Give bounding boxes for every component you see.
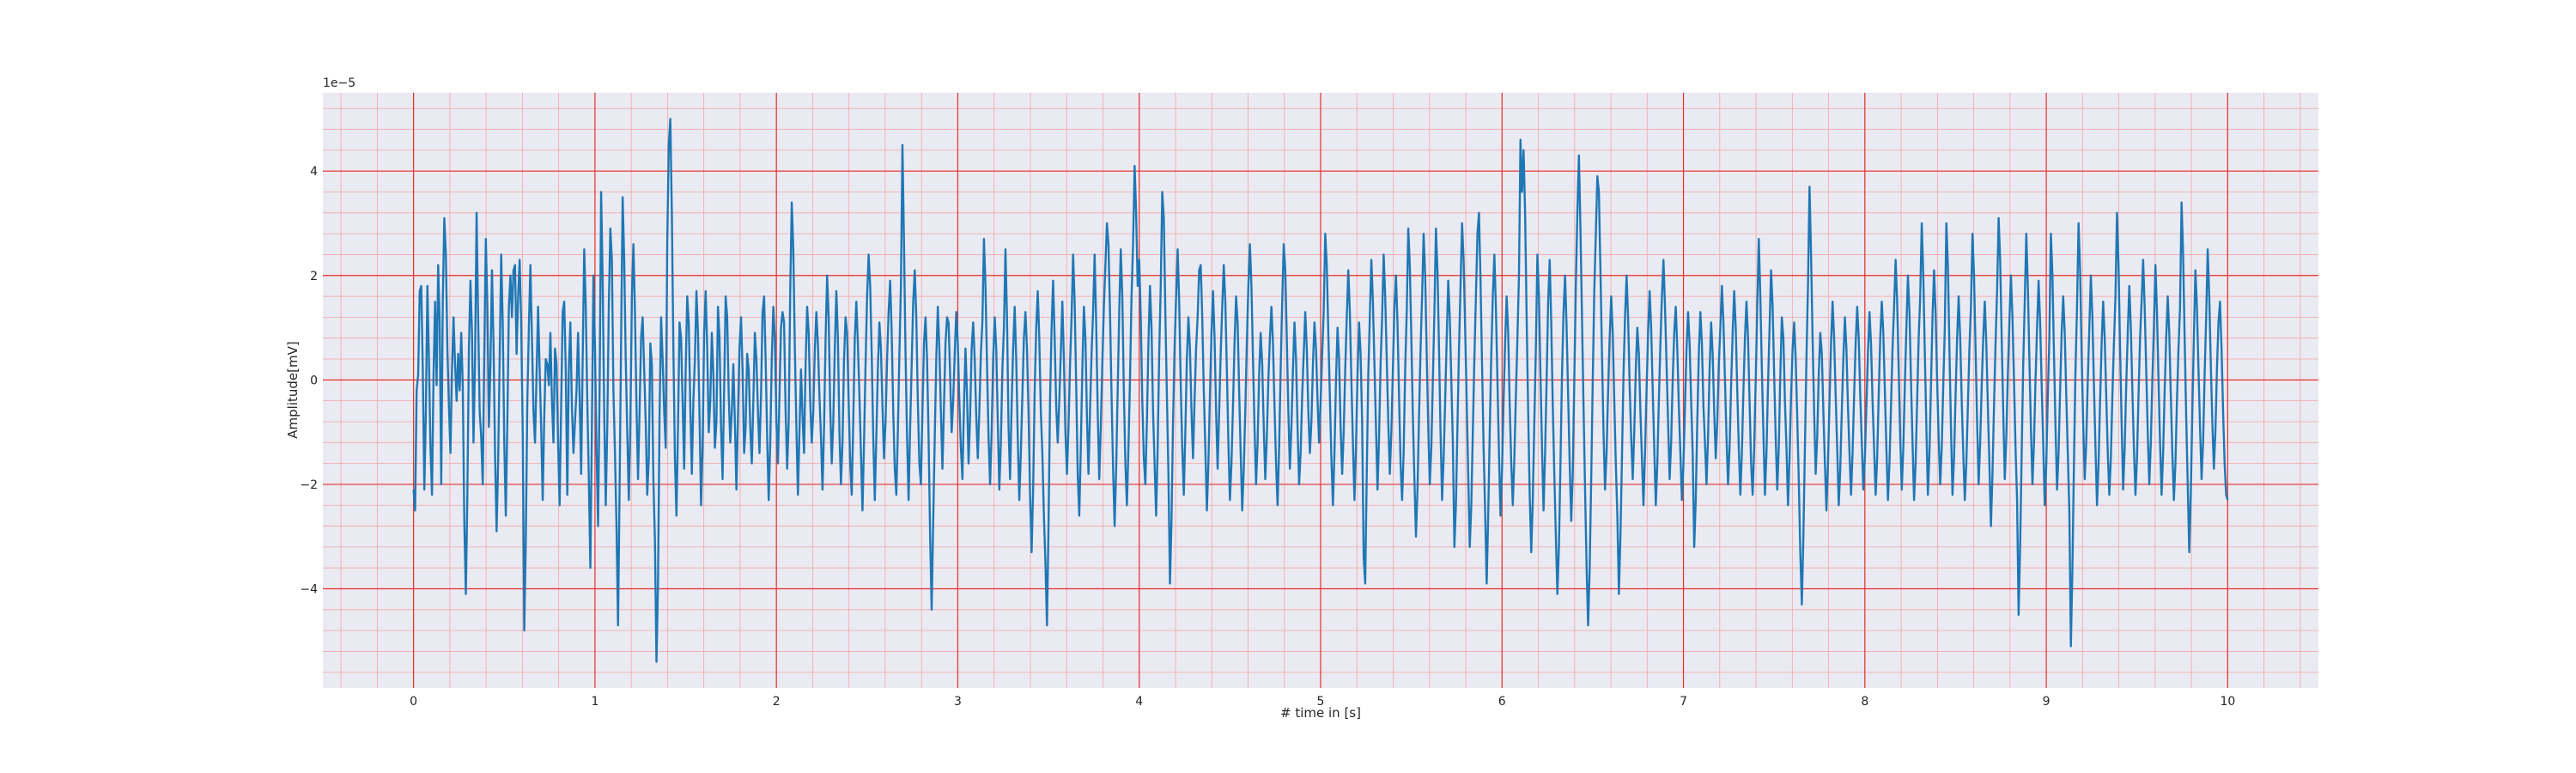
y-axis-label: Amplitude[mV] bbox=[285, 341, 301, 438]
y-tick-label: −2 bbox=[300, 478, 318, 492]
x-tick-label: 3 bbox=[954, 695, 962, 709]
x-tick-label: 10 bbox=[2220, 695, 2235, 709]
y-tick-label: 2 bbox=[310, 270, 318, 283]
x-tick-label: 8 bbox=[1861, 695, 1868, 709]
y-offset-label: 1e−5 bbox=[323, 76, 355, 90]
x-axis-ticks: 0 1 2 3 4 5 6 7 8 9 10 bbox=[410, 695, 2235, 709]
series-line bbox=[412, 118, 2229, 663]
x-tick-label: 2 bbox=[773, 695, 781, 709]
x-tick-label: 7 bbox=[1680, 695, 1687, 709]
y-tick-label: 4 bbox=[310, 165, 318, 179]
x-tick-label: 9 bbox=[2043, 695, 2050, 709]
x-axis-label: # time in [s] bbox=[1280, 705, 1361, 721]
y-axis-ticks: −4 −2 0 2 4 bbox=[300, 165, 318, 596]
x-tick-label: 4 bbox=[1135, 695, 1143, 709]
x-tick-label: 6 bbox=[1498, 695, 1506, 709]
y-tick-label: 0 bbox=[310, 374, 318, 387]
x-tick-label: 5 bbox=[1317, 695, 1325, 709]
x-tick-label: 1 bbox=[591, 695, 598, 709]
y-tick-label: −4 bbox=[300, 583, 318, 597]
x-tick-label: 0 bbox=[410, 695, 417, 709]
